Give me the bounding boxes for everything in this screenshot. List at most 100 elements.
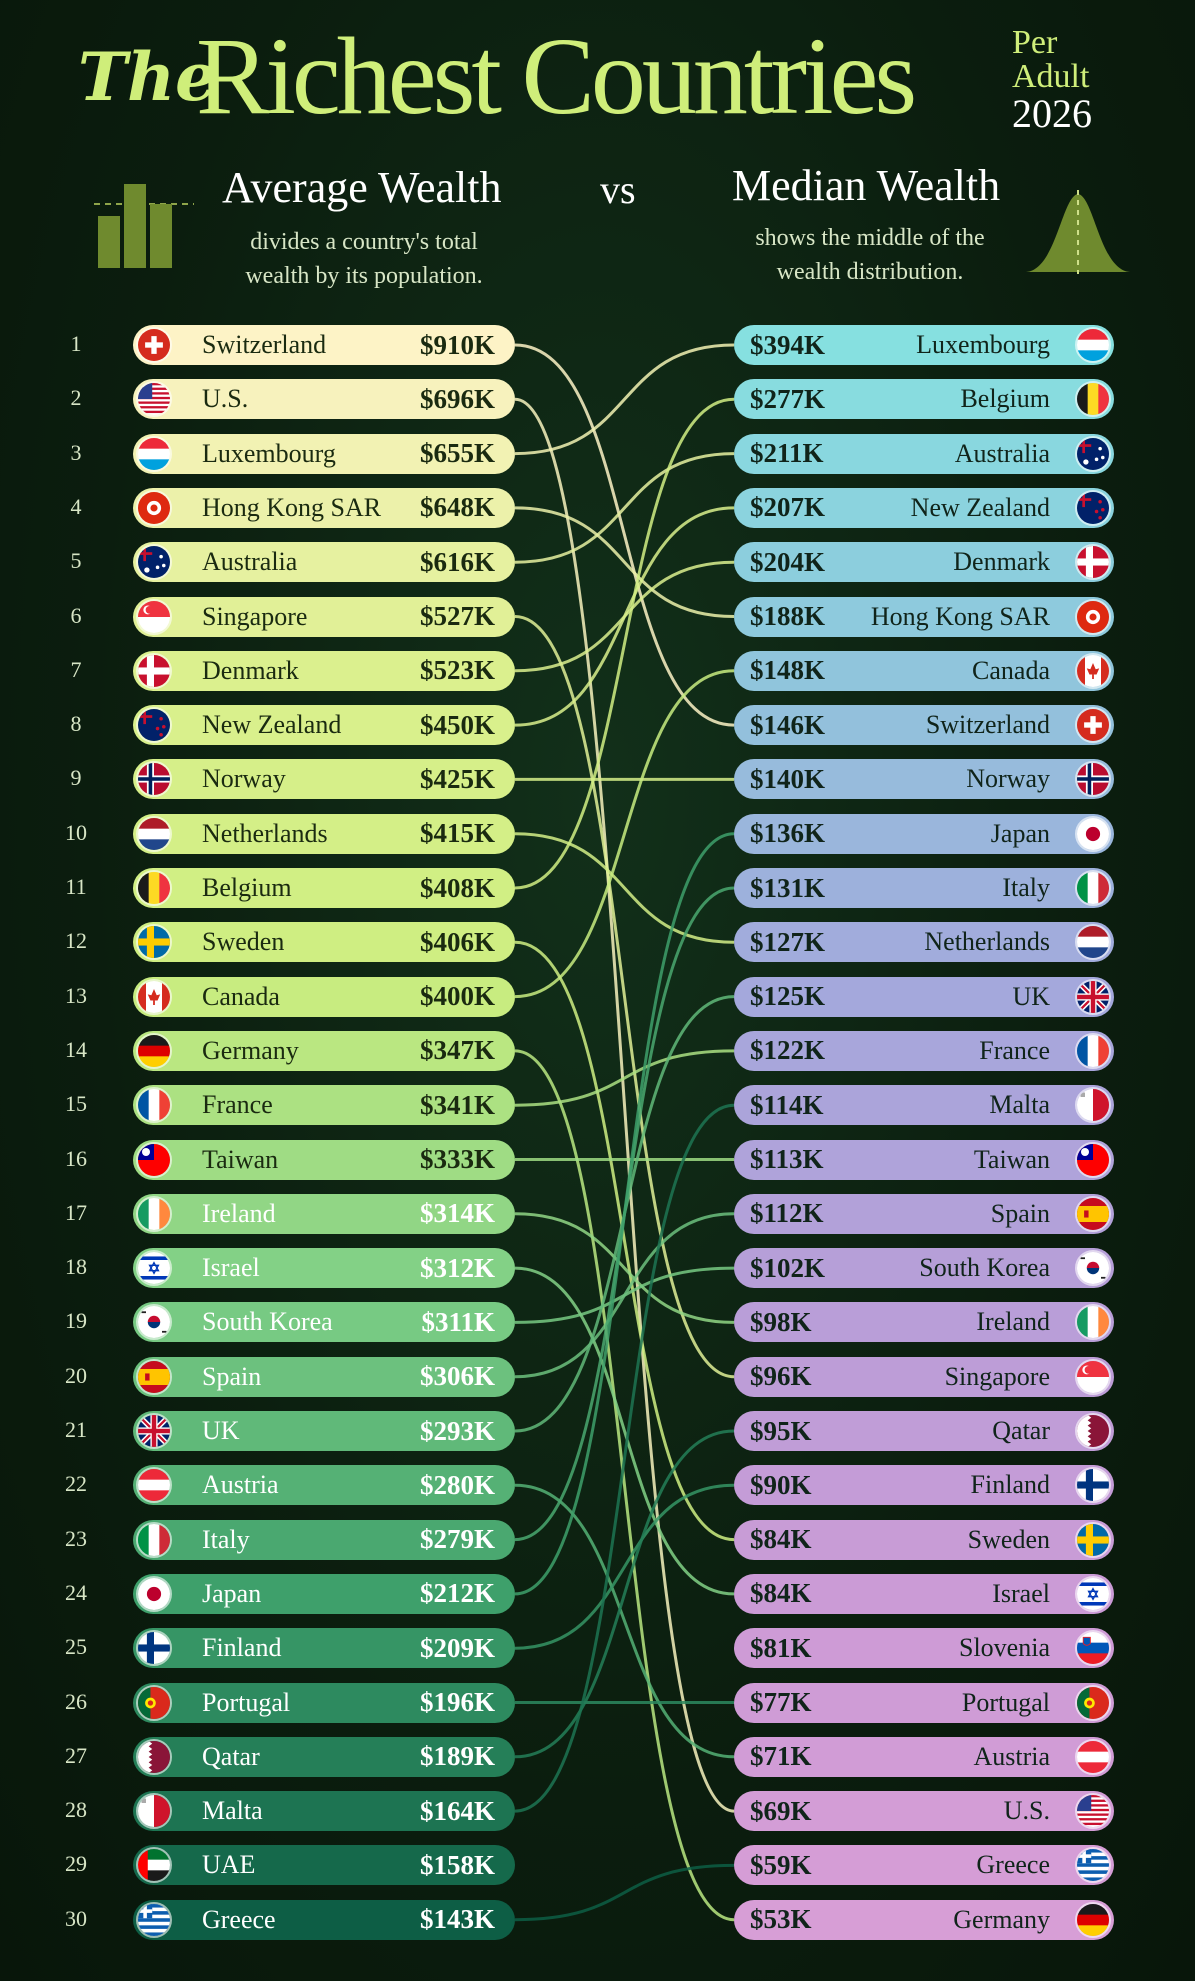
- norway-flag-icon: [136, 761, 172, 798]
- denmark-flag-icon: [1075, 544, 1111, 581]
- connector-australia: [514, 452, 735, 564]
- left-row-singapore: Singapore $527K: [133, 596, 515, 637]
- right-row-ireland: $98K Ireland: [734, 1302, 1114, 1343]
- median-wealth-value: $125K: [750, 981, 826, 1012]
- canada-flag-icon: [1075, 652, 1111, 689]
- rank-number: 6: [70, 602, 82, 628]
- country-name: UAE: [202, 1850, 256, 1880]
- average-wealth-value: $311K: [421, 1306, 495, 1337]
- country-name: Taiwan: [202, 1144, 279, 1174]
- average-wealth-value: $280K: [419, 1469, 495, 1500]
- australia-flag-icon: [1075, 435, 1111, 472]
- right-row-sweden: $84K Sweden: [734, 1519, 1114, 1560]
- average-wealth-value: $293K: [419, 1415, 495, 1446]
- average-wealth-value: $312K: [419, 1252, 495, 1283]
- median-wealth-value: $131K: [750, 872, 826, 903]
- left-row-canada: Canada $400K: [133, 976, 515, 1017]
- left-row-belgium: Belgium $408K: [133, 868, 515, 908]
- country-name: Singapore: [944, 1361, 1050, 1391]
- left-row-australia: Australia $616K: [133, 542, 515, 583]
- country-name: Italy: [1002, 873, 1050, 902]
- country-name: Ireland: [976, 1307, 1050, 1337]
- country-name: U.S.: [1003, 1796, 1050, 1826]
- country-name: Australia: [202, 547, 298, 577]
- connector-qatar: [514, 1429, 735, 1759]
- country-name: Australia: [954, 438, 1050, 468]
- average-wealth-value: $341K: [419, 1089, 495, 1120]
- bar-chart-icon: [94, 184, 194, 268]
- connector-sweden: [514, 940, 735, 1542]
- france-flag-icon: [1075, 1032, 1111, 1069]
- rank-number: 1: [70, 331, 82, 356]
- uk-flag-icon: [136, 1413, 172, 1449]
- median-wealth-value: $114K: [750, 1089, 824, 1120]
- average-wealth-value: $408K: [419, 872, 495, 903]
- title-per: Per: [1012, 24, 1058, 61]
- connector-israel: [514, 1266, 735, 1596]
- rank-number: 25: [65, 1634, 87, 1660]
- austria-flag-icon: [136, 1467, 172, 1504]
- median-wealth-value: $204K: [750, 546, 826, 577]
- country-name: New Zealand: [202, 710, 342, 740]
- right-row-singapore: $96K Singapore: [734, 1356, 1114, 1397]
- median-wealth-value: $113K: [750, 1144, 824, 1174]
- qatar-flag-icon: [1075, 1413, 1111, 1449]
- rank-number: 27: [65, 1742, 87, 1768]
- country-name: Malta: [989, 1090, 1050, 1120]
- country-name: Switzerland: [202, 330, 327, 359]
- rank-number: 11: [65, 874, 87, 899]
- connector-hongkong: [514, 506, 735, 618]
- rank-number: 21: [65, 1417, 87, 1442]
- connector-ireland: [514, 1212, 735, 1324]
- median-wealth-value: $71K: [750, 1741, 812, 1772]
- country-name: Norway: [966, 764, 1050, 794]
- country-name: Germany: [953, 1904, 1050, 1934]
- us-flag-icon: [1075, 1793, 1111, 1830]
- right-sub-1: shows the middle of the: [755, 225, 985, 251]
- connector-austria: [514, 1483, 735, 1759]
- title-year: 2026: [1012, 91, 1092, 136]
- right-row-finland: $90K Finland: [734, 1465, 1114, 1506]
- median-wealth-value: $69K: [750, 1795, 812, 1826]
- right-row-netherlands: $127K Netherlands: [734, 922, 1114, 963]
- median-wealth-value: $96K: [750, 1361, 812, 1392]
- connector-belgium: [514, 397, 735, 890]
- median-wealth-value: $90K: [750, 1469, 812, 1500]
- right-row-japan: $136K Japan: [734, 813, 1114, 854]
- newzealand-flag-icon: [136, 707, 172, 744]
- austria-flag-icon: [1075, 1738, 1111, 1775]
- median-wealth-value: $81K: [750, 1632, 812, 1663]
- luxembourg-flag-icon: [136, 435, 172, 472]
- median-wealth-value: $127K: [750, 926, 826, 957]
- netherlands-flag-icon: [136, 815, 172, 852]
- rank-number: 8: [70, 711, 82, 737]
- spain-flag-icon: [1075, 1195, 1111, 1232]
- right-row-hongkong: $188K Hong Kong SAR: [734, 596, 1114, 637]
- average-wealth-value: $696K: [419, 383, 495, 414]
- left-row-sweden: Sweden $406K: [133, 922, 515, 963]
- country-name: Canada: [202, 981, 280, 1011]
- median-wealth-value: $102K: [750, 1252, 826, 1283]
- country-name: Finland: [202, 1633, 282, 1663]
- israel-flag-icon: [136, 1250, 172, 1287]
- average-wealth-value: $655K: [419, 438, 495, 469]
- left-row-greece: Greece $143K: [133, 1899, 515, 1940]
- switzerland-flag-icon: [136, 327, 172, 363]
- rank-number: 3: [70, 439, 82, 465]
- connector-france: [514, 1049, 735, 1107]
- connector-newzealand: [514, 506, 735, 727]
- median-wealth-value: $112K: [750, 1198, 824, 1229]
- connector-singapore: [514, 615, 735, 1379]
- average-wealth-value: $333K: [419, 1144, 495, 1174]
- country-name: Italy: [202, 1524, 250, 1554]
- taiwan-flag-icon: [1075, 1141, 1111, 1178]
- greece-flag-icon: [136, 1901, 172, 1938]
- finland-flag-icon: [136, 1630, 172, 1667]
- connector-malta: [514, 1103, 735, 1813]
- country-name: Luxembourg: [202, 438, 336, 468]
- country-name: Hong Kong SAR: [870, 601, 1050, 631]
- left-row-germany: Germany $347K: [133, 1030, 515, 1071]
- israel-flag-icon: [1075, 1575, 1111, 1612]
- median-wealth-value: $98K: [750, 1306, 812, 1337]
